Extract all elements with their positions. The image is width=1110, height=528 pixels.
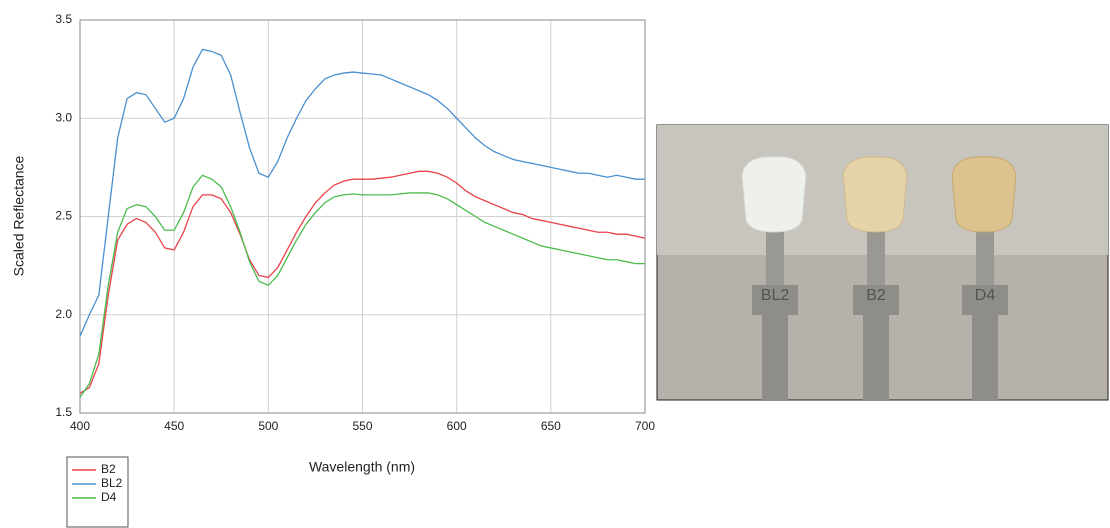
y-axis-label: Scaled Reflectance bbox=[11, 155, 27, 276]
y-tick-label: 2.0 bbox=[55, 307, 72, 321]
shade-tab bbox=[951, 156, 1017, 400]
shade-tab bbox=[842, 156, 908, 400]
x-tick-label: 600 bbox=[447, 419, 467, 433]
x-axis-label: Wavelength (nm) bbox=[309, 459, 415, 475]
series-line bbox=[79, 174, 645, 398]
y-tick-label: 3.5 bbox=[55, 12, 72, 26]
legend-label: BL2 bbox=[101, 476, 123, 490]
tab-label: D4 bbox=[975, 287, 996, 304]
photo: BL2 B2 D4 bbox=[656, 124, 1109, 401]
shade-tab bbox=[741, 156, 807, 400]
series-line bbox=[79, 48, 645, 337]
x-tick-label: 450 bbox=[164, 419, 184, 433]
legend-box bbox=[66, 456, 129, 528]
series-line bbox=[79, 170, 646, 394]
y-tick-label: 3.0 bbox=[55, 110, 72, 124]
plot-border bbox=[79, 19, 646, 414]
x-tick-label: 650 bbox=[541, 419, 561, 433]
x-tick-label: 550 bbox=[352, 419, 372, 433]
legend-label: D4 bbox=[101, 490, 117, 504]
x-tick-label: 700 bbox=[635, 419, 655, 433]
tab-label: B2 bbox=[866, 287, 886, 304]
x-tick-label: 500 bbox=[258, 419, 278, 433]
x-tick-label: 400 bbox=[70, 419, 90, 433]
legend-label: B2 bbox=[101, 462, 116, 476]
y-tick-label: 2.5 bbox=[55, 209, 72, 223]
y-tick-label: 1.5 bbox=[55, 405, 72, 419]
tab-label: BL2 bbox=[761, 287, 790, 304]
